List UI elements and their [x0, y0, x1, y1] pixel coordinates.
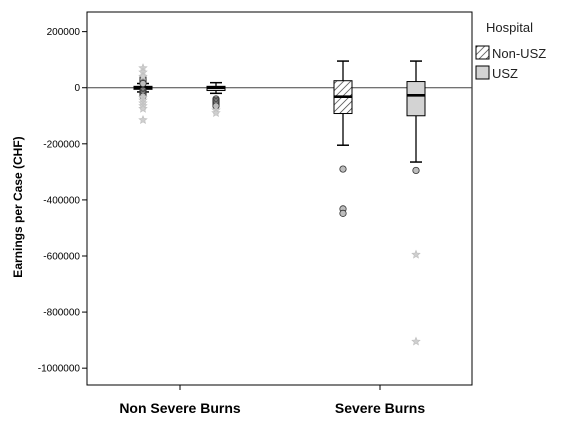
x-tick-label: Severe Burns	[335, 400, 425, 416]
legend-title: Hospital	[486, 20, 533, 35]
outlier-point	[412, 166, 420, 175]
y-tick-label: -400000	[43, 195, 80, 206]
box	[406, 81, 426, 117]
extreme-point	[411, 336, 421, 346]
outlier-point	[139, 79, 147, 88]
y-tick-label: 0	[74, 83, 80, 94]
extreme-point	[411, 249, 421, 259]
extreme-point	[138, 114, 148, 125]
legend-swatch	[475, 65, 490, 80]
legend-label: Non-USZ	[492, 46, 546, 61]
extreme-point	[211, 107, 221, 117]
legend-swatch	[475, 45, 490, 60]
y-tick-label: -1000000	[38, 364, 81, 375]
y-axis-label: Earnings per Case (CHF)	[11, 136, 25, 277]
extreme-point	[138, 71, 148, 81]
y-tick-label: 200000	[47, 27, 81, 38]
outlier-point	[339, 165, 347, 173]
x-tick-label: Non Severe Burns	[119, 400, 241, 416]
y-tick-label: -800000	[43, 308, 80, 319]
legend-label: USZ	[492, 66, 518, 81]
extreme-point	[138, 103, 148, 113]
y-tick-label: -200000	[43, 139, 80, 150]
y-tick-label: -600000	[43, 251, 80, 262]
plot-area	[86, 11, 473, 386]
outlier-point	[339, 209, 347, 217]
